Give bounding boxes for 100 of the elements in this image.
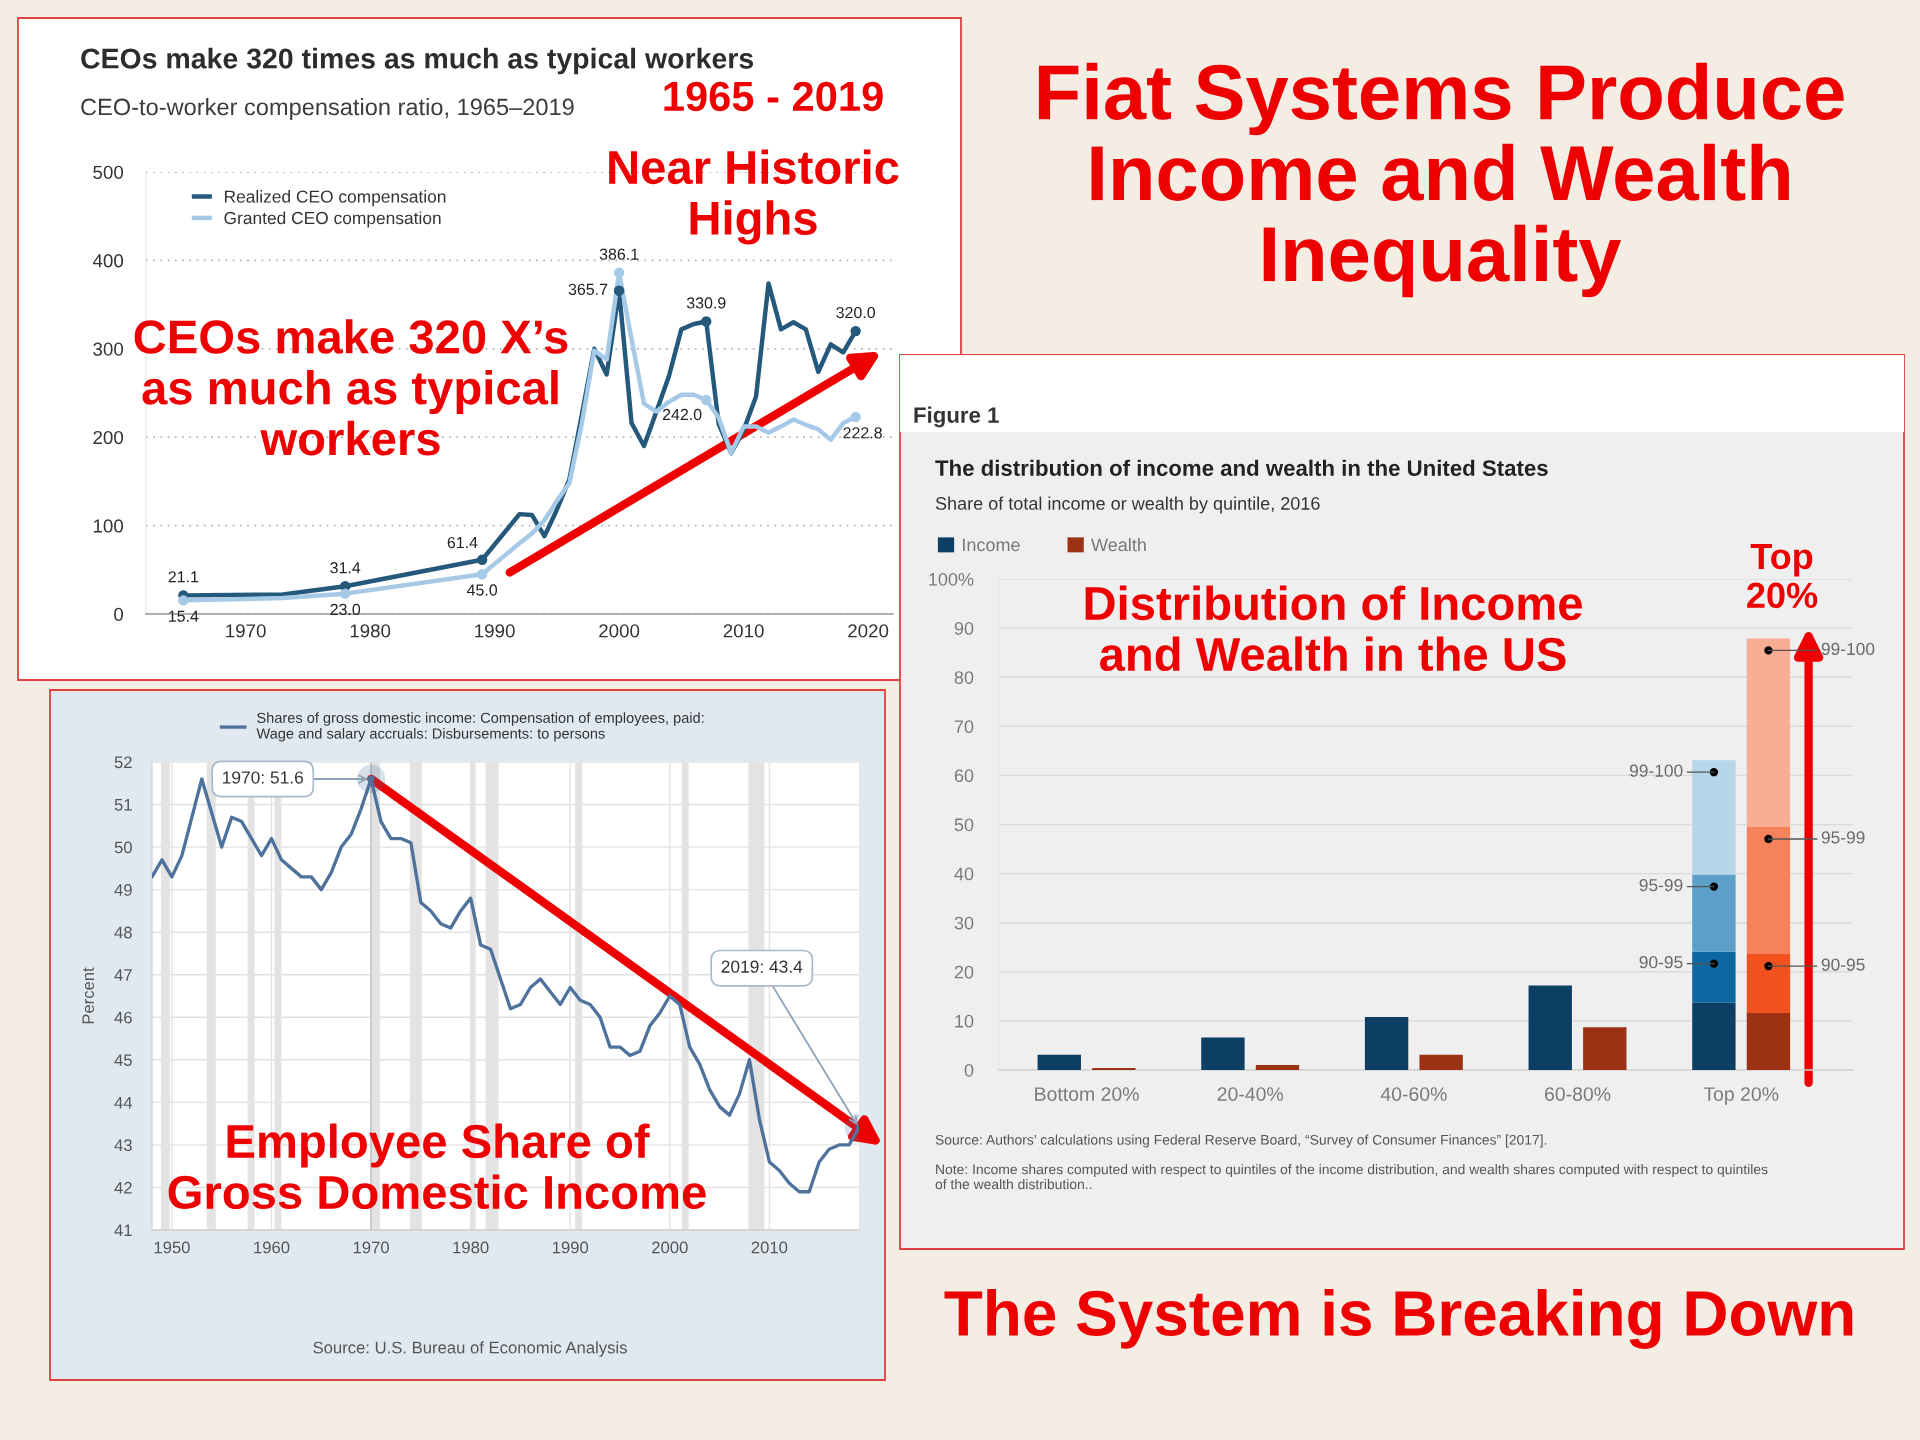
point xyxy=(701,316,712,327)
y-tick-label: 44 xyxy=(114,1096,133,1109)
bar xyxy=(1583,1027,1627,1070)
data-label: 222.8 xyxy=(843,427,882,439)
bar xyxy=(1201,1037,1245,1070)
bar xyxy=(1746,1013,1791,1070)
y-tick-label: 47 xyxy=(114,969,132,981)
x-tick-label: 40-60% xyxy=(1380,1087,1447,1101)
point xyxy=(613,285,625,296)
series-label: 90-95 xyxy=(1639,956,1683,969)
source-note: Source: U.S. Bureau of Economic Analysis xyxy=(313,1341,627,1357)
series-label: 95-99 xyxy=(1639,878,1683,892)
data-label: 23.0 xyxy=(330,603,361,616)
y-tick-label: 52 xyxy=(114,756,132,769)
text: Fiat Systems Produce Income and Wealth Inequality xyxy=(1038,62,1844,298)
x-tick-label: 1980 xyxy=(453,1241,489,1254)
legend-label: Shares of gross domestic income: Compensation of employees, paid: Wage and salary accruals: Disbursements: to persons xyxy=(256,712,704,742)
x-tick-label: 2020 xyxy=(848,624,889,638)
source-note: Source: Authors’ calculations using Federal Reserve Board, “Survey of Consumer Finances” [2017]. xyxy=(935,1134,1547,1148)
x-tick-label: 60-80% xyxy=(1545,1087,1611,1101)
chart-title: CEOs make 320 times as much as typical workers xyxy=(81,47,754,75)
y-tick-label: 500 xyxy=(93,165,124,179)
data-label: 45.0 xyxy=(466,584,498,596)
x-tick-label: 1970 xyxy=(353,1241,389,1254)
x-tick-label: 1950 xyxy=(154,1241,190,1254)
bar xyxy=(1692,874,1736,952)
annotation: Near Historic Highs xyxy=(609,149,899,245)
chart-title: The distribution of income and wealth in the United States xyxy=(935,459,1548,476)
bar xyxy=(1692,1002,1736,1070)
point xyxy=(701,394,712,406)
x-tick-label: Bottom 20% xyxy=(1035,1087,1139,1101)
bar xyxy=(1746,638,1791,827)
y-tick-label: 100 xyxy=(93,519,124,533)
y-tick-label: 40 xyxy=(954,867,974,881)
x-tick-label: 1960 xyxy=(254,1241,290,1254)
x-tick-label: 2010 xyxy=(723,624,764,638)
point xyxy=(339,588,351,599)
data-label: 21.1 xyxy=(168,571,199,583)
y-tick-label: 300 xyxy=(93,342,124,356)
x-tick-label: 1980 xyxy=(350,624,391,638)
bar xyxy=(1364,1016,1409,1070)
x-tick-label: 20-40% xyxy=(1217,1087,1284,1101)
bar xyxy=(1419,1054,1463,1070)
text: 95-99 xyxy=(1821,831,1865,844)
bar xyxy=(1037,1054,1081,1070)
point xyxy=(850,325,861,337)
legend-label: Granted CEO compensation xyxy=(224,211,441,228)
x-tick-label: 2000 xyxy=(599,624,640,638)
text: 90-95 xyxy=(1821,958,1865,971)
y-tick-label: 42 xyxy=(114,1181,132,1194)
point xyxy=(850,411,861,423)
y-tick-label: 200 xyxy=(93,430,124,445)
y-tick-label: 0 xyxy=(114,607,124,621)
y-tick-label: 41 xyxy=(114,1224,132,1237)
y-tick-label: 60 xyxy=(954,769,974,783)
y-tick-label: 46 xyxy=(114,1011,132,1024)
bar xyxy=(1255,1065,1300,1070)
x-tick-label: 1990 xyxy=(475,624,515,638)
annotation: CEOs make 320 X’s as much as typical workers xyxy=(134,319,568,456)
caption: Figure 1 xyxy=(914,406,999,428)
bar xyxy=(1692,951,1736,1003)
data-label: 365.7 xyxy=(568,283,608,296)
legend-label: Wealth xyxy=(1091,538,1146,552)
y-tick-label: 49 xyxy=(114,884,132,896)
annotation: 1970: 51.6 xyxy=(223,771,304,784)
point xyxy=(178,595,189,606)
x-tick-label: 1990 xyxy=(552,1241,589,1254)
point xyxy=(476,569,488,580)
y-tick-label: 0 xyxy=(964,1063,974,1077)
x-tick-label: Top 20% xyxy=(1703,1087,1779,1105)
bar xyxy=(1692,760,1736,875)
annotation: Employee Share of Gross Domestic Income xyxy=(168,1123,706,1210)
y-tick-label: 100% xyxy=(929,572,974,586)
bar xyxy=(1746,954,1791,1014)
point xyxy=(613,267,625,278)
data-label: 320.0 xyxy=(836,306,876,319)
legend-label: Income xyxy=(963,538,1020,552)
text: 1965 - 2019 xyxy=(664,81,883,112)
data-label: 31.4 xyxy=(330,562,361,574)
bar xyxy=(1528,985,1572,1070)
x-tick-label: 1970 xyxy=(226,624,266,638)
y-tick-label: 43 xyxy=(114,1139,132,1152)
y-tick-label: 50 xyxy=(954,818,974,832)
data-label: 61.4 xyxy=(447,536,478,549)
text: The System is Breaking Down xyxy=(944,1289,1853,1349)
text: 99-100 xyxy=(1821,642,1875,656)
y-axis-title: Percent xyxy=(82,967,95,1024)
y-tick-label: 70 xyxy=(954,720,974,734)
y-tick-label: 80 xyxy=(954,671,974,684)
point xyxy=(476,554,488,565)
data-label: 242.0 xyxy=(662,408,702,421)
y-tick-label: 30 xyxy=(954,916,974,930)
y-tick-label: 51 xyxy=(114,799,132,811)
series-label: 99-100 xyxy=(1629,764,1683,777)
y-tick-label: 400 xyxy=(92,254,124,268)
bar xyxy=(1746,826,1791,955)
data-label: 15.4 xyxy=(169,610,199,622)
chart-subtitle: CEO-to-worker compensation ratio, 1965–2019 xyxy=(81,98,574,120)
annotation: 2019: 43.4 xyxy=(721,960,803,973)
y-tick-label: 10 xyxy=(955,1014,974,1028)
